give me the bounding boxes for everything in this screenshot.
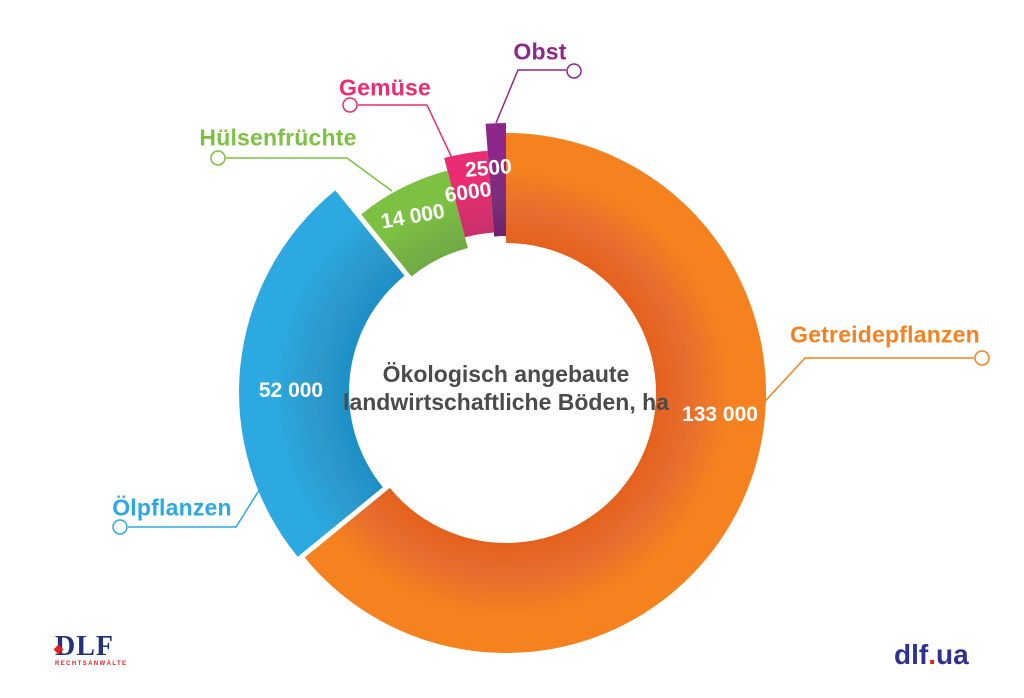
donut-segment-gemu-se <box>444 150 494 238</box>
donut-segment-hu-lsenfru-chte <box>361 170 468 277</box>
category-label-o-lpflanzen: Ölpflanzen <box>112 494 232 521</box>
leader-endpoint-circle-getreidepflanzen <box>974 350 990 366</box>
chart-center-title: Ökologisch angebaute landwirtschaftliche… <box>343 360 669 416</box>
site-url-prefix: dlf <box>894 639 929 670</box>
leader-endpoint-circle-o-lpflanzen <box>112 519 128 535</box>
leader-endpoint-circle-hu-lsenfru-chte <box>210 150 226 166</box>
leader-endpoint-circle-obst <box>566 63 582 79</box>
site-url-dot: . <box>928 639 936 670</box>
dlf-logo-text: DLF <box>55 631 114 662</box>
donut-segment-o-lpflanzen <box>239 190 405 557</box>
leader-line-getreidepflanzen <box>756 357 974 411</box>
site-url-suffix: ua <box>936 639 969 670</box>
category-label-obst: Obst <box>513 38 567 65</box>
leader-line-gemu-se <box>358 104 453 159</box>
category-label-getreidepflanzen: Getreidepflanzen <box>790 321 980 348</box>
segment-value-label-o-lpflanzen: 52 000 <box>259 379 323 402</box>
site-url: dlf.ua <box>894 639 969 671</box>
segment-value-label-getreidepflanzen: 133 000 <box>682 403 758 426</box>
category-label-hu-lsenfru-chte: Hülsenfrüchte <box>199 124 357 151</box>
leader-line-hu-lsenfru-chte <box>226 157 393 192</box>
leader-line-obst <box>495 69 566 124</box>
segment-value-label-obst: 2500 <box>464 155 513 182</box>
category-label-gemu-se: Gemüse <box>339 74 431 101</box>
dlf-logo-subtext: RECHTSANWÄLTE <box>55 661 128 667</box>
chart-title-line2: landwirtschaftliche Böden, ha <box>343 389 669 415</box>
leader-line-o-lpflanzen <box>128 475 269 528</box>
dlf-logo: DLF RECHTSANWÄLTE <box>53 631 135 667</box>
leader-endpoint-circle-gemu-se <box>342 97 358 113</box>
chart-title-line1: Ökologisch angebaute <box>382 361 630 387</box>
donut-segment-getreidepflanzen <box>304 133 767 653</box>
donut-segment-obst <box>485 123 506 237</box>
